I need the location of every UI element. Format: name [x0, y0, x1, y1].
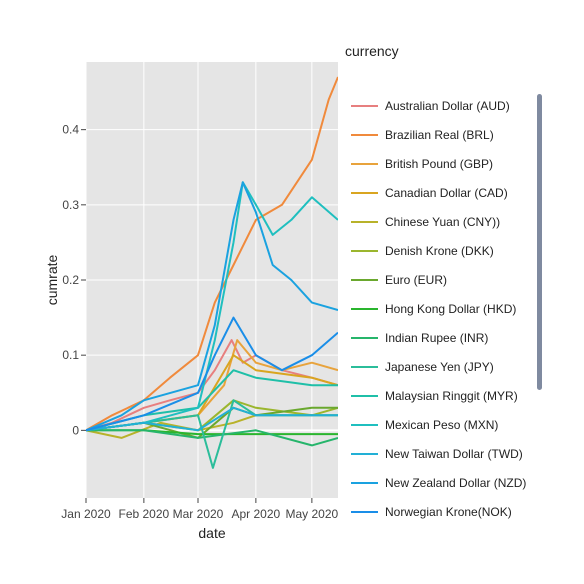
legend-item[interactable]: Euro (EUR)	[351, 273, 447, 287]
y-tick-label: 0.3	[62, 198, 79, 212]
y-tick-label: 0.1	[62, 348, 79, 362]
x-tick-label: Apr 2020	[232, 507, 281, 521]
legend-label: Norwegian Krone(NOK)	[385, 505, 512, 519]
x-tick-label: Feb 2020	[119, 507, 170, 521]
legend-label: Denish Krone (DKK)	[385, 244, 494, 258]
x-axis-title: date	[198, 525, 225, 541]
legend-item[interactable]: Indian Rupee (INR)	[351, 331, 488, 345]
legend-label: Japanese Yen (JPY)	[385, 360, 494, 374]
legend-label: Brazilian Real (BRL)	[385, 128, 494, 142]
legend-item[interactable]: Malaysian Ringgit (MYR)	[351, 389, 518, 403]
legend-label: British Pound (GBP)	[385, 157, 493, 171]
legend-item[interactable]: New Zealand Dollar (NZD)	[351, 476, 526, 490]
legend-label: New Zealand Dollar (NZD)	[385, 476, 526, 490]
y-tick-label: 0	[72, 423, 79, 437]
legend-label: Malaysian Ringgit (MYR)	[385, 389, 518, 403]
legend-item[interactable]: Canadian Dollar (CAD)	[351, 186, 508, 200]
legend-label: Euro (EUR)	[385, 273, 447, 287]
y-tick-label: 0.2	[62, 273, 79, 287]
legend-label: New Taiwan Dollar (TWD)	[385, 447, 523, 461]
legend-scrollbar[interactable]	[537, 94, 542, 390]
legend-label: Mexican Peso (MXN)	[385, 418, 498, 432]
legend-title: currency	[345, 43, 399, 59]
legend: Australian Dollar (AUD) Brazilian Real (B…	[351, 99, 526, 519]
x-tick-label: May 2020	[286, 507, 339, 521]
legend-label: Australian Dollar (AUD)	[385, 99, 510, 113]
legend-item[interactable]: Mexican Peso (MXN)	[351, 418, 498, 432]
x-axis-ticks: Jan 2020 Feb 2020 Mar 2020 Apr 2020 May 2020	[61, 498, 338, 521]
legend-item[interactable]: British Pound (GBP)	[351, 157, 493, 171]
legend-item[interactable]: Japanese Yen (JPY)	[351, 360, 494, 374]
legend-item[interactable]: Denish Krone (DKK)	[351, 244, 494, 258]
y-axis-title: cumrate	[44, 255, 60, 306]
y-tick-label: 0.4	[62, 123, 79, 137]
legend-item[interactable]: Chinese Yuan (CNY))	[351, 215, 500, 229]
x-tick-label: Jan 2020	[61, 507, 111, 521]
legend-item[interactable]: Hong Kong Dollar (HKD)	[351, 302, 516, 316]
legend-item[interactable]: Australian Dollar (AUD)	[351, 99, 510, 113]
legend-label: Hong Kong Dollar (HKD)	[385, 302, 516, 316]
legend-item[interactable]: Brazilian Real (BRL)	[351, 128, 494, 142]
legend-item[interactable]: New Taiwan Dollar (TWD)	[351, 447, 523, 461]
x-tick-label: Mar 2020	[173, 507, 224, 521]
legend-label: Chinese Yuan (CNY))	[385, 215, 500, 229]
legend-item[interactable]: Norwegian Krone(NOK)	[351, 505, 512, 519]
legend-label: Canadian Dollar (CAD)	[385, 186, 508, 200]
y-axis-ticks: 0 0.1 0.2 0.3 0.4	[62, 123, 86, 438]
legend-label: Indian Rupee (INR)	[385, 331, 488, 345]
